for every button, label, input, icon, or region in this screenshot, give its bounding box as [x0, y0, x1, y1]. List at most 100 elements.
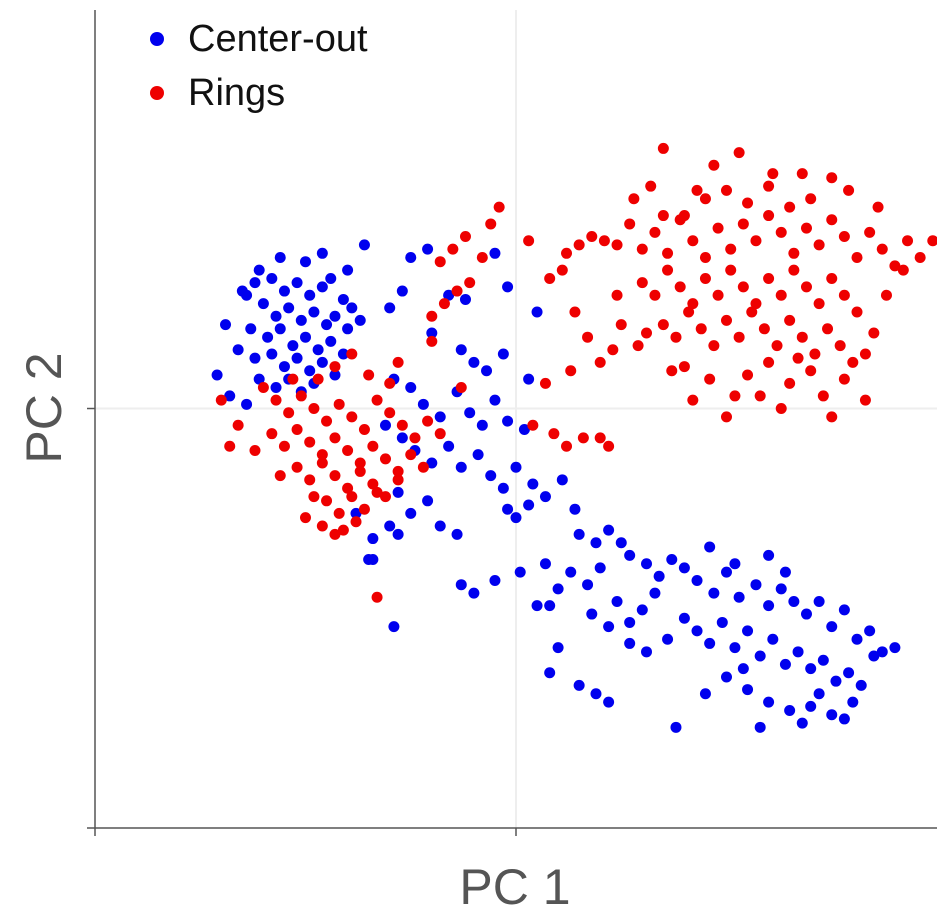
center-out-point — [253, 373, 265, 385]
rings-point — [729, 390, 741, 402]
rings-point — [742, 197, 754, 209]
center-out-point — [678, 562, 690, 574]
rings-point — [371, 394, 383, 406]
rings-point — [649, 289, 661, 301]
gridlines — [95, 10, 937, 828]
rings-point — [396, 419, 408, 431]
center-out-point — [422, 495, 434, 507]
rings-point — [304, 474, 316, 486]
center-out-point — [287, 340, 299, 352]
center-out-point — [868, 650, 880, 662]
center-out-point — [586, 608, 598, 620]
rings-point — [699, 251, 711, 263]
center-out-point — [304, 289, 316, 301]
rings-point — [864, 226, 876, 238]
center-out-point — [805, 700, 817, 712]
rings-point — [232, 419, 244, 431]
rings-point — [674, 281, 686, 293]
rings-point — [329, 432, 341, 444]
center-out-point — [573, 528, 585, 540]
rings-point — [826, 214, 838, 226]
center-out-point — [312, 344, 324, 356]
center-out-point — [396, 432, 408, 444]
center-out-point — [308, 306, 320, 318]
center-out-point — [864, 625, 876, 637]
center-out-point — [300, 331, 311, 343]
center-out-point — [253, 264, 265, 276]
rings-point — [691, 184, 703, 196]
rings-marker — [150, 86, 164, 100]
center-out-point — [716, 616, 728, 628]
rings-point — [594, 356, 606, 368]
center-out-point — [384, 520, 396, 532]
center-out-point — [337, 348, 349, 360]
rings-point — [249, 444, 261, 456]
rings-point — [384, 407, 396, 419]
rings-point — [800, 222, 812, 234]
center-out-point — [405, 507, 417, 519]
center-out-point — [502, 415, 514, 427]
rings-point — [784, 314, 796, 326]
rings-point — [826, 172, 838, 184]
rings-point — [409, 432, 421, 444]
rings-point — [270, 394, 282, 406]
rings-point — [371, 591, 383, 603]
center-out-point — [784, 705, 796, 717]
rings-point — [687, 298, 699, 310]
center-out-point — [510, 461, 522, 473]
center-out-point — [527, 478, 539, 490]
rings-point — [392, 474, 404, 486]
rings-point — [746, 306, 758, 318]
rings-point — [800, 281, 812, 293]
center-out-point — [278, 285, 290, 297]
center-out-point — [830, 675, 842, 687]
center-out-point — [670, 721, 682, 733]
rings-point — [851, 306, 863, 318]
rings-point — [539, 377, 551, 389]
center-out-point — [838, 713, 850, 725]
center-out-point — [788, 595, 800, 607]
center-out-point — [468, 587, 480, 599]
center-out-point — [573, 679, 585, 691]
rings-point — [598, 235, 610, 247]
rings-point — [788, 247, 800, 259]
rings-point — [876, 243, 888, 255]
center-out-point — [556, 474, 568, 486]
center-out-point — [590, 688, 602, 700]
center-out-point — [691, 575, 703, 587]
center-out-point — [544, 600, 556, 612]
rings-point — [561, 247, 573, 259]
center-out-point — [291, 352, 303, 364]
rings-point — [788, 264, 800, 276]
center-out-point — [270, 382, 282, 394]
center-out-point — [434, 520, 446, 532]
rings-point — [632, 340, 644, 352]
rings-point — [662, 247, 674, 259]
legend-item-rings: Rings — [140, 66, 368, 120]
rings-point — [721, 184, 732, 196]
center-out-point — [594, 562, 606, 574]
rings-point — [737, 218, 749, 230]
rings-point — [312, 373, 324, 385]
rings-point — [527, 419, 539, 431]
center-out-point — [241, 289, 253, 301]
center-out-point — [603, 621, 615, 633]
center-out-point — [851, 633, 863, 645]
rings-point — [687, 235, 699, 247]
center-out-point — [455, 344, 467, 356]
rings-point — [699, 193, 711, 205]
center-out-point — [283, 302, 295, 314]
center-out-point — [468, 356, 480, 368]
rings-point — [367, 440, 379, 452]
center-out-point — [384, 302, 396, 314]
rings-point — [805, 193, 817, 205]
legend-label-center-out: Center-out — [188, 17, 368, 60]
rings-point — [771, 340, 783, 352]
rings-point — [889, 260, 901, 272]
center-out-point — [615, 537, 627, 549]
rings-point — [291, 423, 303, 435]
legend-item-center-out: Center-out — [140, 12, 368, 66]
legend: Center-out Rings — [140, 12, 368, 120]
rings-point — [215, 394, 227, 406]
center-out-point — [497, 348, 509, 360]
